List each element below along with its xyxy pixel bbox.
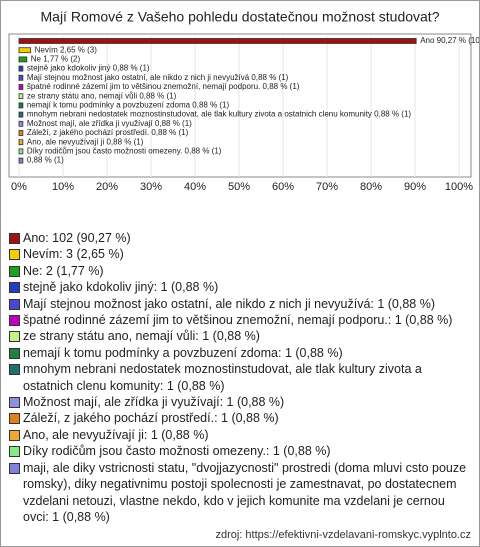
bar-label: Ano 90,27 % (102) [420, 36, 479, 45]
legend-item: ze strany státu ano, nemají vůli: 1 (0,8… [9, 328, 471, 344]
source: zdroj: https://efektivni-vzdelavani-roms… [215, 529, 471, 541]
legend-label: maji, ale diky vstricnosti statu, "dvojj… [23, 460, 467, 524]
legend-item: Ano: 102 (90,27 %) [9, 230, 471, 246]
legend-item: mnohym nebrani nedostatek moznostinstudo… [9, 361, 471, 394]
legend-item: Ne: 2 (1,77 %) [9, 263, 471, 279]
legend-swatch [9, 446, 20, 458]
x-tick-label: 40% [184, 181, 206, 193]
legend-label: Ne: 2 (1,77 %) [23, 263, 104, 278]
bar-label: 0,88 % (1) [27, 156, 64, 165]
legend-label: Možnost mají, ale zřídka ji využívají: 1… [23, 395, 285, 410]
legend-swatch [9, 347, 20, 359]
legend-item: Mají stejnou možnost jako ostatní, ale n… [9, 296, 471, 312]
bar-label: Díky rodičům jsou často možnosti omezeny… [27, 147, 222, 156]
bar [18, 102, 24, 109]
legend-label: Díky rodičům jsou často možnosti omezeny… [23, 444, 331, 459]
plot-frame [8, 33, 472, 178]
bar-label: Mají stejnou možnost jako ostatní, ale n… [27, 73, 289, 82]
legend-item: Ano, ale nevyužívají ji: 1 (0,88 %) [9, 427, 471, 443]
bar [18, 130, 24, 136]
legend-swatch [9, 298, 20, 310]
bar-label: Ano, ale nevyužívají ji 0,88 % (1) [27, 137, 144, 146]
x-tick-label: 100% [445, 181, 473, 193]
bar-label: Záleží, z jakého pochází prostředí. 0,88… [27, 128, 189, 137]
legend-swatch [9, 462, 20, 474]
legend-label: špatné rodinné zázemí jim to většinou zn… [23, 313, 453, 328]
chart: Mají Romové z Vašeho pohledu dostatečnou… [8, 9, 479, 193]
legend-item: špatné rodinné zázemí jim to většinou zn… [9, 312, 471, 328]
legend-swatch [9, 413, 20, 425]
legend-swatch [9, 331, 20, 343]
bar [18, 93, 24, 100]
bar-label: Nevím 2,65 % (3) [35, 45, 98, 54]
bar [18, 148, 24, 155]
x-tick-label: 20% [96, 181, 118, 193]
legend-swatch [9, 429, 20, 441]
bar [18, 120, 24, 127]
bar-label: Možnost mají, ale zřídka ji využívají 0,… [27, 119, 192, 128]
legend-swatch [9, 233, 20, 244]
legend-label: Nevím: 3 (2,65 %) [23, 247, 124, 262]
bar [18, 157, 24, 164]
legend-swatch [9, 265, 20, 277]
legend-label: Ano, ale nevyužívají ji: 1 (0,88 %) [23, 427, 209, 442]
x-tick-label: 70% [316, 181, 338, 193]
legend-label: Záleží, z jakého pochází prostředí.: 1 (… [23, 411, 279, 426]
bar [18, 47, 32, 54]
legend-label: Mají stejnou možnost jako ostatní, ale n… [23, 296, 436, 311]
bar [18, 139, 24, 146]
x-tick-label: 0% [11, 181, 27, 193]
legend-item: maji, ale diky vstricnosti statu, "dvojj… [9, 460, 471, 526]
legend-item: Díky rodičům jsou často možnosti omezeny… [9, 443, 471, 459]
legend: Ano: 102 (90,27 %) Nevím: 3 (2,65 %) Ne: 2… [9, 230, 471, 525]
chart-title: Mají Romové z Vašeho pohledu dostatečnou… [41, 9, 440, 25]
legend-label: mnohym nebrani nedostatek moznostinstudo… [23, 362, 422, 393]
legend-item: nemají k tomu podmínky a povzbuzení zdom… [9, 345, 471, 361]
legend-item: Nevím: 3 (2,65 %) [9, 246, 471, 262]
bar [18, 84, 24, 90]
bar [18, 65, 24, 72]
legend-label: stejně jako kdokoliv jiný: 1 (0,88 %) [23, 280, 219, 295]
x-tick-label: 30% [140, 181, 162, 193]
bar [18, 111, 24, 118]
x-tick-label: 80% [360, 181, 382, 193]
bar-label: nemají k tomu podmínky a povzbuzení zdom… [27, 101, 230, 110]
bar [18, 56, 28, 63]
legend-swatch [9, 249, 20, 261]
legend-label: nemají k tomu podmínky a povzbuzení zdom… [23, 345, 343, 360]
bar-label: mnohym nebrani nedostatek moznostinstudo… [27, 110, 412, 119]
legend-item: stejně jako kdokoliv jiný: 1 (0,88 %) [9, 279, 471, 295]
bar [18, 38, 417, 44]
legend-label: Ano: 102 (90,27 %) [23, 231, 131, 245]
x-tick-label: 90% [404, 181, 426, 193]
x-tick-label: 10% [52, 181, 74, 193]
bar-label: ze strany státu ano, nemají vůli 0,88 % … [27, 91, 177, 100]
x-tick-label: 60% [272, 181, 294, 193]
legend-label: ze strany státu ano, nemají vůli: 1 (0,8… [23, 329, 260, 344]
x-tick-label: 50% [228, 181, 250, 193]
legend-swatch [9, 364, 20, 376]
bar [18, 74, 24, 81]
bar-label: špatné rodinné zázemí jim to většinou zn… [27, 82, 300, 91]
bar-label: Ne 1,77 % (2) [31, 55, 81, 64]
legend-swatch [9, 315, 20, 327]
legend-swatch [9, 397, 20, 409]
legend-swatch [9, 282, 20, 294]
legend-item: Záleží, z jakého pochází prostředí.: 1 (… [9, 410, 471, 426]
legend-item: Možnost mají, ale zřídka ji využívají: 1… [9, 394, 471, 410]
bar-label: stejně jako kdokoliv jiný 0,88 % (1) [27, 64, 150, 73]
